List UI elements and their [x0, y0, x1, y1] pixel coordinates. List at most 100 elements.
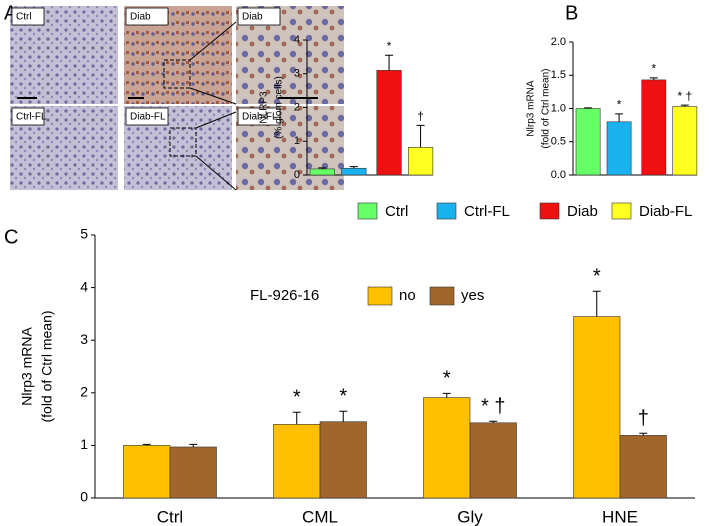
legend-title: FL-926-16 [250, 287, 319, 304]
label-box [125, 107, 169, 126]
label-box [237, 7, 281, 26]
error-bar [385, 54, 394, 71]
significance-label: † [417, 109, 424, 123]
legend-swatch [436, 202, 457, 220]
error-bar [416, 124, 425, 148]
zoom-box [169, 127, 197, 157]
legend-label: Diab-FL [639, 203, 692, 220]
error-bar [339, 410, 348, 422]
zoom-box [163, 59, 191, 89]
legend-label: Ctrl [385, 203, 408, 220]
y-tick-label: 2.0 [551, 36, 566, 48]
bar [341, 167, 367, 176]
error-bar [189, 443, 198, 447]
error-bar [318, 167, 327, 169]
bar [619, 435, 667, 499]
bar [123, 445, 171, 499]
micrograph-label: Ctrl-FL [16, 112, 47, 123]
zoom-line [195, 111, 237, 129]
y-tick-label: 1 [294, 135, 300, 147]
bar [641, 79, 667, 176]
legend-label: Ctrl-FL [464, 203, 510, 220]
error-bar [649, 77, 658, 80]
bar [606, 121, 632, 176]
significance-label: * [293, 387, 301, 409]
error-bar [592, 290, 601, 317]
y-axis-label: (fold of Ctrl mean) [541, 68, 552, 148]
y-tick-label: 3 [294, 68, 300, 80]
label-box [11, 7, 45, 26]
significance-label: * [339, 385, 347, 407]
error-bar [292, 411, 301, 425]
x-tick-label: CML [302, 507, 338, 526]
x-tick-label: Gly [457, 507, 483, 526]
zoom-line [189, 21, 237, 61]
y-tick-label: 1 [80, 436, 88, 452]
bar [573, 316, 621, 499]
significance-label: * [387, 39, 392, 53]
error-bar [615, 113, 624, 122]
micrograph-label: Diab [130, 12, 151, 23]
y-axis-label: Nlrp3 mRNA [526, 80, 537, 136]
bar [407, 147, 434, 176]
legend-label: yes [461, 287, 484, 304]
significance-label: * [617, 98, 622, 112]
legend-swatch [539, 202, 560, 220]
y-tick-label: 5 [80, 226, 88, 242]
significance-label: * [443, 368, 451, 390]
significance-label: * [651, 62, 656, 76]
legend-label: no [399, 287, 416, 304]
y-axis-label: Nlrp3 mRNA [19, 327, 35, 406]
y-tick-label: 0 [294, 169, 300, 181]
micrograph-label: Diab-FL [242, 112, 278, 123]
bar [575, 108, 601, 176]
x-tick-label: Ctrl [157, 507, 183, 526]
y-axis-label: NLRP3 [259, 91, 270, 124]
error-bar [349, 166, 358, 169]
bar [309, 168, 335, 176]
y-tick-label: 0 [80, 489, 88, 505]
panel-label: C [4, 226, 18, 248]
error-bar [142, 443, 151, 446]
legend-swatch [429, 286, 455, 306]
y-tick-label: 4 [80, 278, 88, 294]
bar [423, 397, 471, 499]
label-box [125, 7, 169, 26]
significance-label: * [593, 266, 601, 288]
significance-label: * † [677, 89, 692, 103]
label-box [237, 107, 281, 126]
y-axis-label: (% glom cells) [274, 76, 285, 139]
bar [169, 446, 217, 499]
x-tick-label: HNE [602, 507, 638, 526]
error-bar [639, 432, 648, 436]
y-tick-label: 2 [80, 384, 88, 400]
zoom-line [189, 87, 237, 105]
label-box [11, 107, 45, 126]
micrograph-label: Diab [242, 12, 263, 23]
micrograph-label: Ctrl [16, 12, 32, 23]
y-tick-label: 1.0 [551, 102, 566, 114]
bar [672, 106, 698, 176]
significance-label: † [638, 408, 649, 430]
error-bar [584, 107, 593, 109]
bar [469, 422, 517, 499]
y-tick-label: 4 [294, 34, 300, 46]
zoom-line [195, 155, 237, 191]
legend-swatch [367, 286, 393, 306]
y-tick-label: 2 [294, 101, 300, 113]
legend-label: Diab [567, 203, 598, 220]
y-axis-label: (fold of Ctrl mean) [39, 310, 55, 422]
y-tick-label: 0.5 [551, 136, 566, 148]
error-bar [489, 420, 498, 423]
y-tick-label: 3 [80, 331, 88, 347]
y-tick-label: 0.0 [551, 169, 566, 181]
micrograph-panel [10, 6, 344, 191]
panel-label: B [565, 2, 578, 24]
micrograph-label: Diab-FL [130, 112, 166, 123]
y-tick-label: 1.5 [551, 69, 566, 81]
error-bar [442, 392, 451, 398]
legend-swatch [357, 202, 378, 220]
bar [376, 70, 402, 176]
bar [319, 421, 367, 499]
